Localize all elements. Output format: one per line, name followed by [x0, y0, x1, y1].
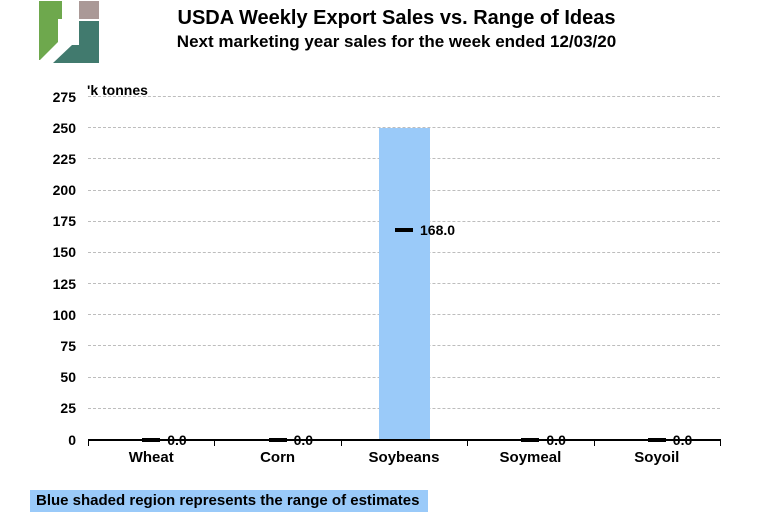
x-axis-tick [88, 440, 89, 446]
value-marker-soybeans [395, 227, 413, 232]
y-axis-tick-label-100: 100 [52, 306, 76, 323]
chart-title: USDA Weekly Export Sales vs. Range of Id… [177, 7, 616, 29]
publisher-logo [39, 1, 99, 63]
value-label-soybeans: 168.0 [420, 221, 456, 238]
value-label-corn: 0.0 [293, 431, 314, 448]
value-marker-wheat [142, 437, 161, 442]
y-axis-unit-label: 'k tonnes [87, 82, 148, 98]
logo-white-square [58, 19, 79, 45]
y-axis-tick-label-275: 275 [52, 88, 76, 105]
y-axis-tick-label-175: 175 [52, 213, 76, 230]
category-label-soymeal: Soymeal [499, 449, 562, 466]
logo-green-shape [39, 1, 62, 60]
category-label-soyoil: Soyoil [634, 449, 680, 466]
x-axis-tick [720, 440, 721, 446]
category-label-soybeans: Soybeans [368, 449, 440, 466]
estimate-range-bar-soybeans [378, 127, 430, 440]
gridline-275 [88, 96, 720, 97]
x-axis-tick [340, 440, 342, 446]
x-axis-tick [214, 440, 216, 446]
x-axis-tick [467, 440, 469, 446]
y-axis-tick-label-0: 0 [68, 431, 76, 448]
value-label-soyoil: 0.0 [672, 431, 693, 448]
y-axis-tick-label-225: 225 [52, 150, 76, 167]
category-label-corn: Corn [260, 449, 296, 466]
value-label-soymeal: 0.0 [546, 431, 566, 448]
logo-gray-shape [79, 1, 99, 19]
logo-teal-shape [53, 21, 99, 63]
chart-subtitle: Next marketing year sales for the week e… [176, 32, 617, 51]
category-label-wheat: Wheat [128, 449, 174, 466]
y-axis-tick-label-150: 150 [52, 244, 76, 261]
y-axis-tick-label-25: 25 [60, 400, 76, 417]
y-axis-tick-label-75: 75 [60, 337, 76, 354]
footnote-legend: Blue shaded region represents the range … [30, 490, 429, 512]
y-axis-tick-label-200: 200 [52, 182, 76, 199]
y-axis-tick-label-250: 250 [52, 119, 76, 136]
x-axis-tick [593, 440, 595, 446]
value-marker-soyoil [647, 437, 666, 442]
value-label-wheat: 0.0 [167, 431, 187, 448]
value-marker-corn [268, 437, 287, 442]
title-block: USDA Weekly Export Sales vs. Range of Id… [30, 6, 763, 52]
y-axis-tick-label-125: 125 [52, 275, 76, 292]
value-marker-soymeal [521, 437, 540, 442]
y-axis-tick-label-50: 50 [60, 369, 76, 386]
x-axis-line [88, 438, 721, 441]
